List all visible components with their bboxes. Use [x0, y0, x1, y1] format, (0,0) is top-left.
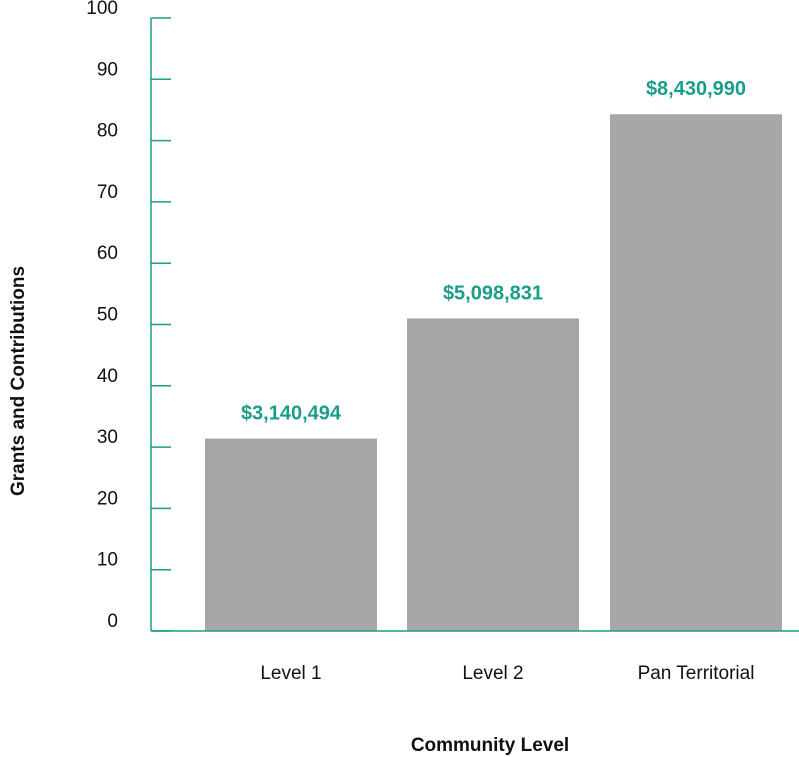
data-label: $8,430,990: [646, 78, 746, 100]
data-labels: $3,140,494 $5,098,831 $8,430,990: [241, 78, 746, 424]
y-tick-label: 40: [97, 366, 118, 387]
y-tick-label: 90: [97, 59, 118, 80]
x-axis-tick-labels: Level 1 Level 2 Pan Territorial: [260, 663, 754, 684]
data-label: $5,098,831: [443, 282, 543, 304]
y-axis-ticks: 0 10 20 30 40 50 60 70 80 90 100: [86, 0, 171, 632]
x-tick-label: Level 2: [462, 663, 523, 684]
y-tick-label: 20: [97, 488, 118, 509]
y-tick-label: 100: [86, 0, 118, 19]
y-tick-label: 0: [107, 611, 118, 632]
x-tick-label: Pan Territorial: [638, 663, 755, 684]
y-tick-label: 10: [97, 550, 118, 571]
data-label: $3,140,494: [241, 403, 342, 425]
y-axis-title: Grants and Contributions: [8, 266, 29, 496]
bar-level-2: [407, 318, 579, 631]
y-tick-label: 80: [97, 121, 118, 142]
bars: [205, 114, 782, 632]
y-tick-label: 30: [97, 427, 118, 448]
bar-pan-territorial: [610, 114, 782, 632]
y-tick-label: 50: [97, 305, 118, 326]
bar-level-1: [205, 438, 377, 631]
y-tick-label: 70: [97, 182, 118, 203]
y-tick-label: 60: [97, 243, 118, 264]
x-tick-label: Level 1: [260, 663, 321, 684]
x-axis-title: Community Level: [411, 735, 569, 756]
